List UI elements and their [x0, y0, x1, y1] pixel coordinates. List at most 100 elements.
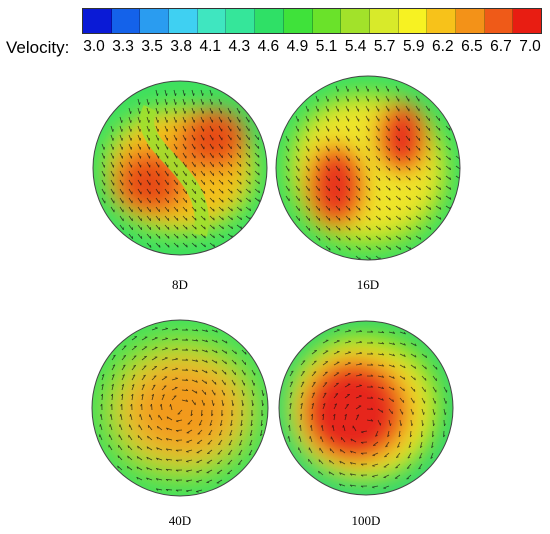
velocity-vector: [365, 115, 370, 122]
vector-arrowhead: [381, 386, 385, 390]
vector-arrowhead: [419, 157, 421, 161]
velocity-vector: [131, 394, 134, 401]
velocity-vector: [345, 195, 351, 201]
velocity-vector: [415, 205, 421, 211]
vector-arrowhead: [409, 187, 411, 191]
velocity-vector: [108, 444, 113, 451]
velocity-vector: [231, 349, 237, 355]
vector-arrowhead: [242, 403, 245, 407]
vector-arrowhead: [414, 354, 417, 358]
velocity-vector: [119, 188, 124, 195]
vector-arrowhead: [235, 351, 237, 355]
velocity-vector: [146, 116, 150, 123]
velocity-vector: [151, 327, 158, 331]
vector-arrowhead: [117, 455, 119, 459]
velocity-vector: [121, 394, 124, 401]
velocity-vector: [375, 215, 381, 221]
velocity-vector: [110, 170, 115, 177]
velocity-vector: [171, 368, 178, 371]
velocity-vector: [110, 152, 114, 159]
velocity-vector: [289, 403, 292, 410]
vector-arrowhead: [146, 467, 149, 470]
vector-arrowhead: [177, 244, 179, 248]
velocity-vector: [305, 175, 310, 182]
velocity-vector: [298, 447, 302, 454]
velocity-vector: [241, 399, 244, 407]
velocity-vector: [435, 135, 441, 141]
vector-arrowhead: [153, 375, 157, 377]
velocity-vector: [137, 445, 143, 451]
velocity-vector: [161, 328, 168, 331]
vector-arrowhead: [370, 374, 374, 377]
vector-arrowhead: [409, 237, 412, 240]
velocity-vector: [355, 414, 360, 421]
velocity-vector: [365, 135, 370, 142]
vector-arrowhead: [310, 413, 313, 417]
vector-arrowhead: [175, 357, 179, 360]
vector-arrowhead: [419, 217, 422, 220]
velocity-vector: [201, 339, 208, 343]
velocity-vector: [236, 116, 241, 123]
velocity-vector: [435, 155, 441, 161]
vector-arrowhead: [370, 419, 374, 422]
vector-arrowhead: [329, 237, 331, 241]
velocity-vector: [155, 89, 158, 96]
velocity-vector: [315, 145, 320, 152]
velocity-vector: [186, 439, 193, 443]
vector-arrowhead: [359, 340, 363, 343]
vector-arrowhead: [429, 226, 432, 230]
velocity-vector: [209, 98, 213, 105]
velocity-vector: [300, 381, 305, 388]
velocity-vector: [350, 450, 357, 454]
vector-arrowhead: [348, 351, 351, 353]
velocity-vector: [227, 107, 231, 114]
vector-arrowhead: [150, 403, 152, 407]
velocity-vector: [206, 449, 213, 454]
vector-arrowhead: [211, 93, 213, 96]
velocity-vector: [211, 359, 218, 364]
velocity-vector: [355, 215, 361, 221]
velocity-vector: [121, 355, 127, 361]
vector-arrowhead: [403, 365, 406, 369]
velocity-vector: [101, 384, 104, 391]
velocity-vector: [432, 408, 435, 415]
vector-arrowhead: [185, 399, 189, 402]
vector-arrowhead: [100, 393, 103, 397]
velocity-vector: [295, 215, 300, 222]
vector-arrowhead: [205, 329, 209, 332]
vector-arrowhead: [169, 404, 171, 407]
velocity-vector: [131, 355, 137, 361]
velocity-vector: [254, 188, 260, 194]
velocity-vector: [128, 233, 133, 239]
vector-arrowhead: [142, 384, 145, 387]
velocity-vector: [254, 152, 260, 158]
velocity-vector: [248, 449, 253, 456]
vector-arrowhead: [152, 384, 156, 387]
velocity-vector: [137, 197, 142, 204]
velocity-vector: [333, 361, 340, 366]
vector-arrowhead: [258, 190, 260, 194]
colorbar-swatch: [427, 9, 456, 33]
velocity-vector: [308, 458, 313, 465]
velocity-vector: [173, 197, 178, 204]
velocity-vector: [344, 362, 351, 366]
velocity-vector: [111, 354, 116, 361]
velocity-vector: [315, 125, 319, 132]
vector-arrowhead: [318, 459, 320, 463]
vector-arrowhead: [381, 353, 385, 356]
velocity-vector: [285, 195, 290, 202]
velocity-vector: [365, 245, 371, 251]
velocity-vector: [156, 447, 163, 451]
velocity-vector: [415, 215, 421, 220]
vector-arrowhead: [204, 244, 206, 248]
velocity-vector: [385, 205, 391, 211]
velocity-vector: [206, 459, 213, 464]
velocity-vector: [344, 373, 351, 377]
velocity-vector: [171, 328, 179, 331]
velocity-vector: [200, 188, 206, 194]
velocity-vector: [285, 185, 290, 192]
vector-arrowhead: [175, 367, 178, 370]
vector-arrowhead: [249, 208, 252, 211]
velocity-vector: [405, 95, 410, 102]
velocity-vector: [155, 134, 159, 141]
